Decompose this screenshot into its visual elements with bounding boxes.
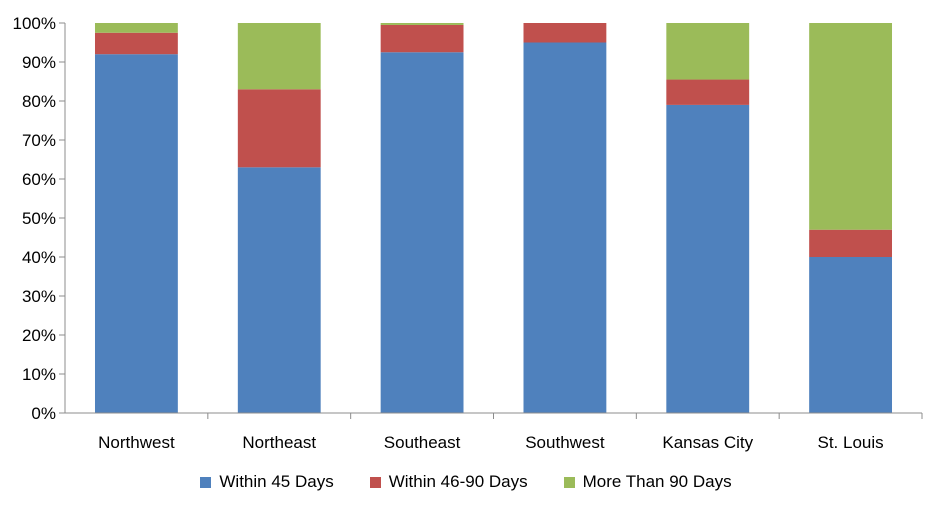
- y-tick-label: 100%: [13, 14, 56, 33]
- bars: [94, 23, 893, 414]
- y-tick-label: 70%: [22, 131, 56, 150]
- legend-label: Within 46-90 Days: [388, 472, 528, 491]
- bar-segment: [809, 23, 893, 230]
- legend: Within 45 Days Within 46-90 Days More Than…: [0, 472, 932, 492]
- x-tick-label: Northeast: [242, 433, 316, 452]
- legend-item: Within 46-90 Days: [369, 472, 528, 492]
- y-tick-label: 90%: [22, 53, 56, 72]
- bar-segment: [809, 229, 893, 257]
- y-tick-label: 20%: [22, 326, 56, 345]
- bar-segment: [94, 23, 178, 33]
- x-tick-label: Northwest: [98, 433, 175, 452]
- y-tick-label: 0%: [31, 404, 56, 423]
- legend-label: More Than 90 Days: [582, 472, 732, 491]
- bar-segment: [666, 79, 750, 105]
- bar-segment: [380, 52, 464, 413]
- bar-segment: [380, 23, 464, 25]
- x-tick-label: Kansas City: [662, 433, 753, 452]
- bar-segment: [666, 104, 750, 414]
- legend-item: More Than 90 Days: [563, 472, 732, 492]
- y-tick-label: 40%: [22, 248, 56, 267]
- y-tick-label: 30%: [22, 287, 56, 306]
- bar-segment: [523, 23, 607, 43]
- bar-segment: [666, 23, 750, 80]
- axes: [59, 22, 923, 419]
- bar-segment: [94, 54, 178, 413]
- y-axis-tick-labels: 0% 10% 20% 30% 40% 50% 60% 70% 80% 90% 100%: [13, 14, 56, 423]
- bar-segment: [523, 42, 607, 413]
- legend-label: Within 45 Days: [219, 472, 334, 491]
- bar-segment: [380, 24, 464, 53]
- bar-segment: [809, 257, 893, 413]
- x-tick-label: Southeast: [384, 433, 461, 452]
- y-tick-label: 50%: [22, 209, 56, 228]
- x-tick-label: St. Louis: [818, 433, 884, 452]
- x-axis-tick-labels: Northwest Northeast Southeast Southwest Kans…: [98, 433, 884, 452]
- bar-segment: [237, 89, 321, 168]
- legend-swatch: [200, 476, 212, 488]
- bar-segment: [94, 32, 178, 55]
- legend-swatch: [369, 476, 381, 488]
- bar-segment: [237, 23, 321, 90]
- y-tick-label: 60%: [22, 170, 56, 189]
- x-tick-label: Southwest: [525, 433, 605, 452]
- legend-item: Within 45 Days: [200, 472, 334, 492]
- y-tick-label: 80%: [22, 92, 56, 111]
- y-tick-label: 10%: [22, 365, 56, 384]
- bar-segment: [237, 167, 321, 413]
- legend-swatch: [563, 476, 575, 488]
